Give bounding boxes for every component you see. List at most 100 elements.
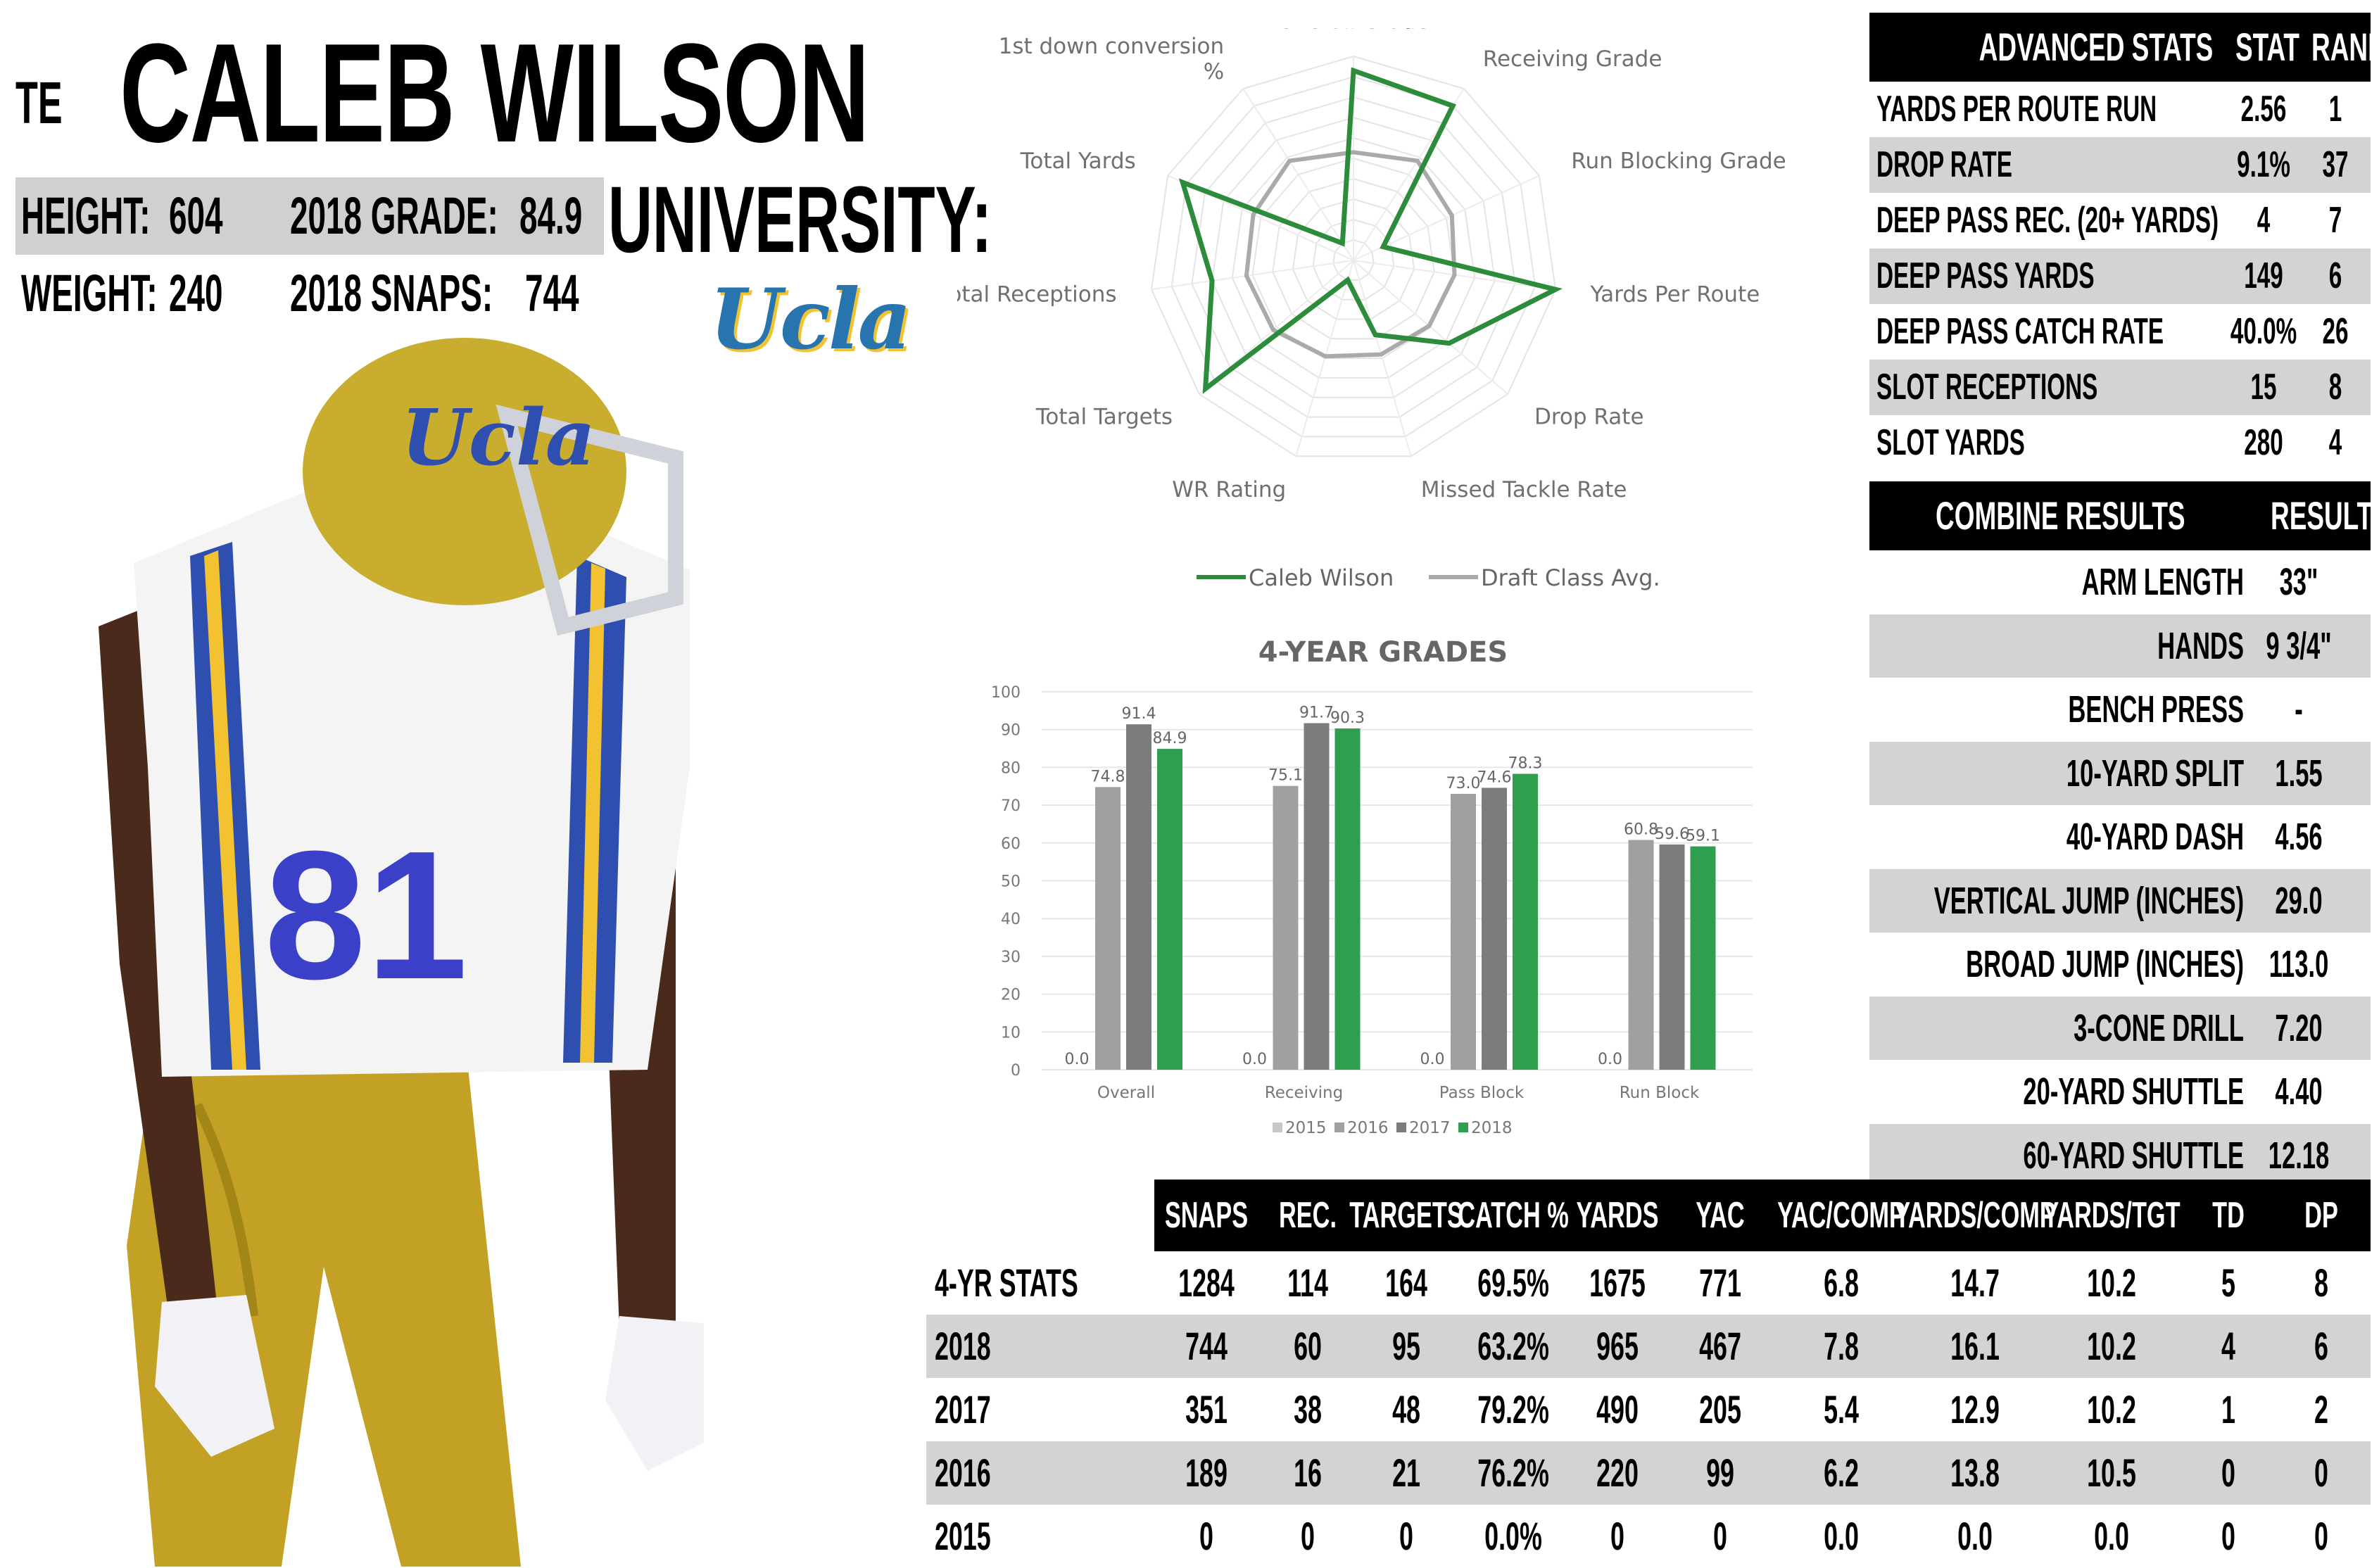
- combine-row: BROAD JUMP (INCHES) 113.0: [1869, 932, 2371, 997]
- combine-row: 3-CONE DRILL 7.20: [1869, 996, 2371, 1060]
- stats-row: 2016 189 16 21 76.2% 220 99 6.2 13.8 10.5 0 0: [926, 1441, 2371, 1505]
- combine-label: HANDS: [2157, 624, 2244, 667]
- radar-ring: [1332, 239, 1375, 281]
- rank-column-header: RANK: [2311, 25, 2379, 69]
- radar-axis-label: Total Yards: [1020, 148, 1136, 174]
- advanced-stat-label: YARDS PER ROUTE RUN: [1876, 89, 2157, 129]
- y-tick-label: 100: [991, 684, 1021, 702]
- bar-2017: [1482, 788, 1507, 1070]
- radar-series-player: [1178, 67, 1563, 394]
- combine-row: BENCH PRESS -: [1869, 678, 2371, 742]
- advanced-stat-row: DROP RATE 9.1% 37: [1869, 137, 2371, 193]
- combine-label: BROAD JUMP (INCHES): [1966, 943, 2244, 985]
- stats-row-label: 2016: [935, 1450, 991, 1495]
- advanced-stat-label: DEEP PASS REC. (20+ YARDS): [1876, 200, 2219, 241]
- combine-rows: ARM LENGTH 33" HANDS 9 3/4" BENCH PRESS -10-Y…: [1869, 550, 2371, 1187]
- bar-data-label: 84.9: [1153, 730, 1187, 747]
- bar-2016: [1273, 785, 1299, 1070]
- y-tick-label: 20: [1001, 987, 1021, 1004]
- radar-grid: [1150, 55, 1557, 457]
- legend-swatch: [1334, 1123, 1344, 1132]
- y-tick-label: 90: [1001, 722, 1021, 740]
- y-tick-label: 60: [1001, 835, 1021, 853]
- x-category-label: Overall: [1097, 1084, 1155, 1102]
- radar-axis-label: Missed Tackle Rate: [1421, 477, 1627, 502]
- grade-label: 2018 GRADE:: [290, 186, 498, 245]
- combine-label: 40-YARD DASH: [2066, 816, 2244, 858]
- radar-spoke: [1353, 260, 1412, 457]
- stats-row: 2018 744 60 95 63.2% 965 467 7.8 16.1 10.2 4 6: [926, 1315, 2371, 1378]
- bar-data-label: 60.8: [1624, 821, 1658, 839]
- radar-axis-label: Receiving Grade: [1483, 46, 1662, 72]
- advanced-stat-label: SLOT YARDS: [1876, 422, 2025, 463]
- radar-axis-label: Yards Per Route: [1590, 282, 1760, 307]
- x-category-label: Pass Block: [1439, 1084, 1525, 1102]
- stats-row: 2015 0 0 0 0.0% 0 0 0.0 0.0 0.0 0 0: [926, 1505, 2371, 1568]
- svg-text:81: 81: [264, 814, 467, 1018]
- radar-spoke: [1151, 260, 1354, 291]
- combine-row: 10-YARD SPLIT 1.55: [1869, 741, 2371, 805]
- combine-label: ARM LENGTH: [2081, 561, 2244, 603]
- y-tick-label: 30: [1001, 949, 1021, 966]
- height-label: HEIGHT:: [21, 186, 151, 245]
- season-stats-rows: 4-YR STATS 1284 114 164 69.5% 1675 771 6.8 14.7 1…: [926, 1251, 2371, 1568]
- season-stats-header: SNAPS REC. TARGETS CATCH % YARDS YAC YAC/COMP Y…: [1154, 1180, 2371, 1251]
- bar-chart: 4-YEAR GRADES 0 10 20 30 40 50 60 70 80 90 100 0.0…: [991, 636, 1753, 1137]
- weight-label: WEIGHT:: [21, 264, 158, 322]
- advanced-stats-panel: ADVANCED STATS STAT RANK YARDS PER ROUTE…: [1869, 13, 2379, 471]
- legend-label-avg: Draft Class Avg.: [1481, 564, 1660, 591]
- bar-data-label: 91.7: [1299, 704, 1334, 722]
- combine-row: ARM LENGTH 33": [1869, 550, 2371, 614]
- legend-label: 2018: [1471, 1119, 1513, 1137]
- radar-axis-label: 1st down conversion%: [999, 34, 1225, 84]
- legend-label: 2017: [1409, 1119, 1451, 1137]
- stats-row-label: 2015: [935, 1514, 991, 1558]
- y-tick-label: 40: [1001, 911, 1021, 928]
- bar-2018: [1157, 749, 1182, 1070]
- bar-chart-title: 4-YEAR GRADES: [1258, 636, 1508, 669]
- snaps-label: 2018 SNAPS:: [290, 264, 493, 322]
- player-figure: 81 Ucla: [99, 338, 704, 1567]
- radar-ring: [1231, 137, 1476, 379]
- radar-axis-label: Run Blocking Grade: [1571, 148, 1786, 174]
- radar-axis-label: Total Receptions: [957, 282, 1117, 307]
- legend-swatch: [1396, 1123, 1406, 1132]
- radar-ring: [1170, 75, 1536, 438]
- bar-data-label: 74.6: [1477, 769, 1512, 786]
- advanced-stat-row: YARDS PER ROUTE RUN 2.56 1: [1869, 82, 2371, 137]
- bar-2018: [1513, 773, 1538, 1070]
- bar-marks: 0.0 74.8 91.4 84.9 0.0 75.1 91.790.3 0.0 73.074.…: [1065, 704, 1720, 1070]
- player-name: CALEB WILSON: [120, 15, 870, 172]
- advanced-stat-row: SLOT YARDS 280 4: [1869, 415, 2371, 471]
- advanced-stats-title: ADVANCED STATS: [1979, 25, 2214, 69]
- bar-data-label: 59.1: [1686, 828, 1720, 845]
- combine-row: 40-YARD DASH 4.56: [1869, 805, 2371, 869]
- combine-row: HANDS 9 3/4": [1869, 614, 2371, 678]
- bar-data-label: 90.3: [1330, 709, 1365, 727]
- radar-axis-label: Total Targets: [1035, 405, 1173, 430]
- university-logo: Ucla: [709, 270, 911, 368]
- bar-data-label: 0.0: [1242, 1051, 1267, 1068]
- combine-label: BENCH PRESS: [2068, 688, 2244, 731]
- y-tick-label: 70: [1001, 797, 1021, 815]
- combine-label: 60-YARD SHUTTLE: [2023, 1134, 2244, 1177]
- advanced-stats-rows: YARDS PER ROUTE RUN 2.56 1 DROP RATE 9.1% 37 D…: [1869, 82, 2371, 471]
- advanced-stat-label: DEEP PASS YARDS: [1876, 255, 2095, 296]
- bar-data-label: 74.8: [1091, 768, 1125, 785]
- bar-2016: [1095, 787, 1121, 1070]
- combine-header: COMBINE RESULTS RESULT: [1869, 481, 2373, 550]
- advanced-stats-header: ADVANCED STATS STAT RANK: [1869, 13, 2379, 82]
- bar-2018: [1334, 728, 1361, 1070]
- combine-label: 10-YARD SPLIT: [2066, 752, 2244, 795]
- legend-swatch: [1458, 1123, 1468, 1132]
- bar-data-label: 59.6: [1655, 826, 1689, 843]
- bar-2017: [1659, 844, 1685, 1070]
- radar-series-avg: [1244, 150, 1457, 359]
- combine-label: 20-YARD SHUTTLE: [2023, 1070, 2244, 1113]
- radar-chart: Overall Grade Receiving Grade Run Blocking…: [957, 28, 1786, 591]
- svg-text:Ucla: Ucla: [401, 392, 595, 483]
- radar-ring: [1211, 116, 1496, 398]
- height-value: 604: [169, 186, 223, 245]
- legend-label: 2015: [1285, 1119, 1327, 1137]
- radar-axis-label: Overall Grade: [1277, 28, 1429, 34]
